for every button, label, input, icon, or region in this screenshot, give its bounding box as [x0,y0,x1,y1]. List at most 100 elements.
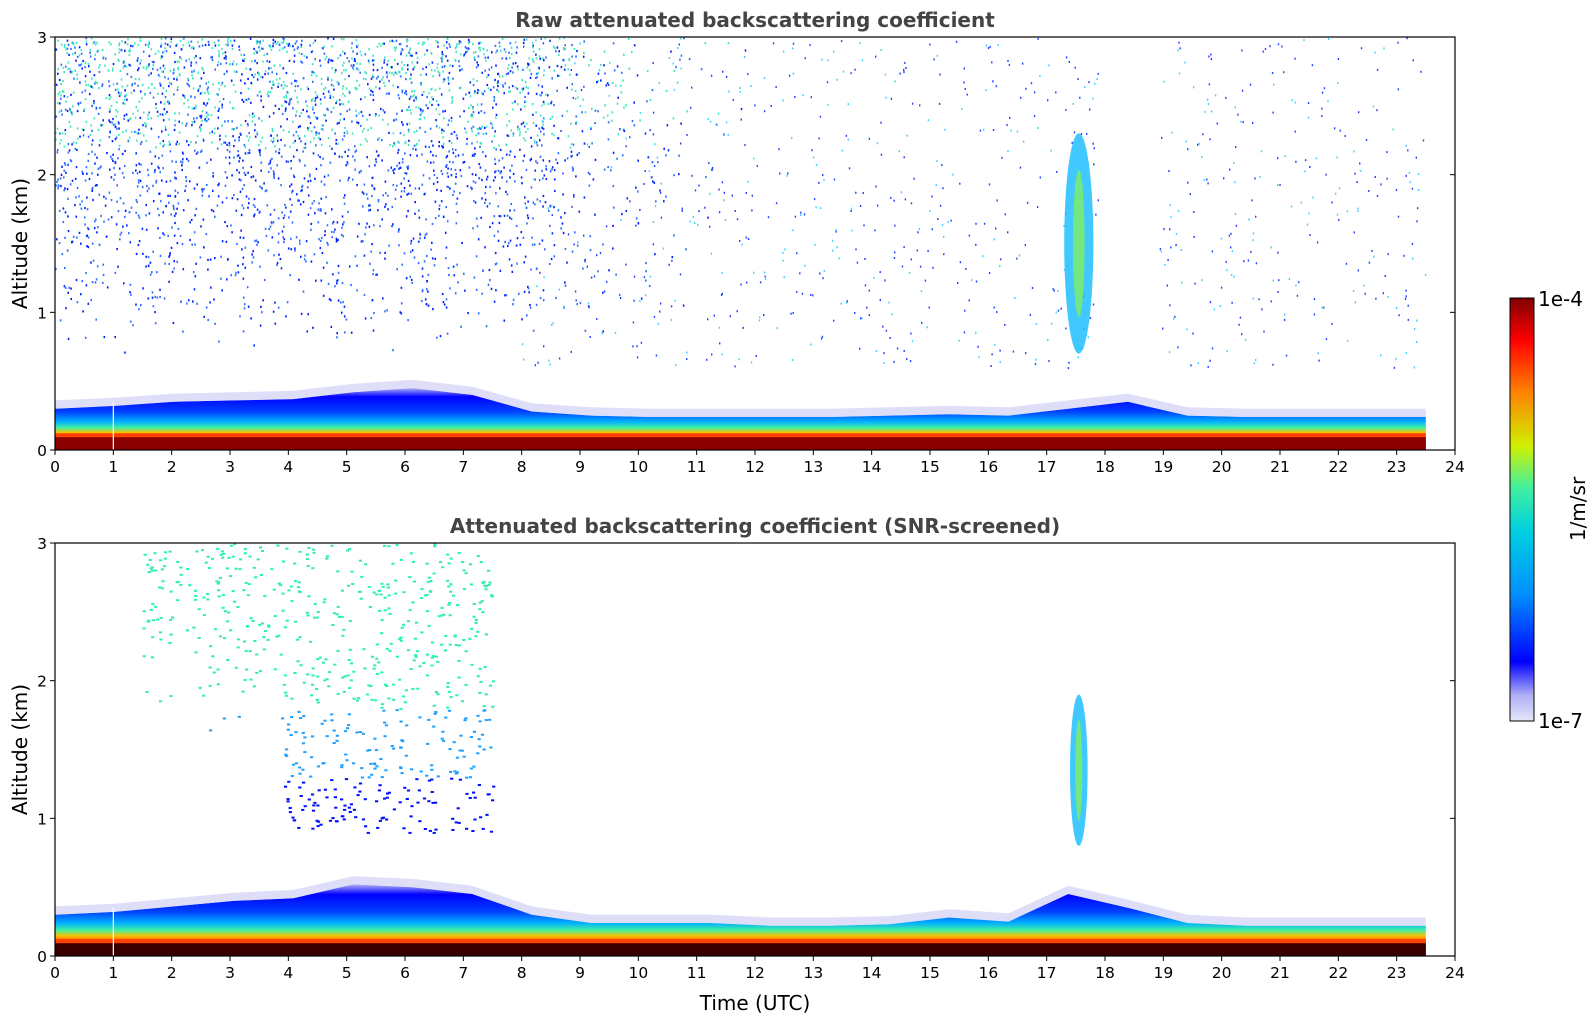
signal-speckle [182,330,184,333]
signal-speckle [810,293,812,296]
signal-speckle [876,204,879,207]
signal-speckle [344,78,346,81]
signal-speckle [529,303,531,307]
signal-speckle [150,569,154,572]
signal-speckle [723,191,725,194]
signal-speckle [351,762,356,765]
signal-speckle [201,110,204,113]
signal-speckle [195,262,197,265]
signal-speckle [1093,147,1095,150]
signal-speckle [427,779,431,782]
signal-speckle [294,247,296,250]
signal-speckle [475,66,478,69]
signal-speckle [916,249,918,252]
signal-speckle [310,260,313,263]
signal-speckle [1309,166,1311,168]
signal-speckle [423,90,425,94]
signal-speckle [296,193,298,196]
signal-speckle [55,184,57,187]
signal-speckle [258,211,261,214]
signal-speckle [251,261,253,264]
signal-speckle [437,615,441,618]
signal-speckle [134,82,136,85]
signal-speckle [207,118,210,121]
signal-speckle [159,700,163,703]
signal-speckle [217,61,220,64]
signal-speckle [637,222,640,225]
signal-speckle [539,139,541,142]
signal-speckle [435,154,437,157]
signal-speckle [509,209,511,212]
signal-speckle [139,39,142,42]
signal-speckle [497,72,499,75]
signal-speckle [348,265,351,268]
signal-speckle [399,720,403,723]
signal-speckle [487,74,490,77]
signal-speckle [497,80,499,83]
signal-speckle [316,765,321,768]
signal-speckle [1384,275,1386,277]
signal-speckle [167,194,169,197]
signal-speckle [407,620,411,623]
signal-speckle [252,203,255,207]
signal-speckle [564,47,567,50]
signal-speckle [384,205,386,208]
signal-speckle [177,86,179,89]
signal-speckle [792,229,794,232]
signal-speckle [137,214,140,217]
signal-speckle [118,127,120,130]
signal-speckle [717,112,720,115]
signal-speckle [1321,107,1323,110]
signal-speckle [67,291,69,294]
signal-speckle [375,85,377,89]
signal-speckle [906,358,908,361]
signal-speckle [205,104,207,107]
signal-speckle [442,110,444,113]
signal-speckle [1177,49,1179,52]
signal-speckle [207,258,209,261]
signal-speckle [647,156,650,159]
signal-speckle [168,81,171,84]
signal-speckle [75,59,77,62]
signal-speckle [243,303,246,306]
signal-speckle [217,581,221,584]
signal-speckle [299,717,303,720]
signal-speckle [1170,216,1172,219]
signal-speckle [604,72,606,75]
signal-speckle [804,57,806,60]
signal-speckle [221,606,225,609]
signal-speckle [149,608,153,611]
signal-speckle [535,76,537,80]
signal-speckle [124,49,126,52]
signal-speckle [433,169,435,172]
signal-speckle [418,820,422,823]
signal-speckle [154,569,158,572]
signal-speckle [198,88,200,91]
signal-speckle [385,685,389,687]
signal-speckle [195,55,197,58]
signal-speckle [861,317,863,320]
signal-speckle [598,69,601,72]
signal-speckle [729,315,731,318]
signal-speckle [185,185,187,188]
signal-speckle [528,63,531,66]
signal-speckle [498,41,501,44]
signal-speckle [120,78,123,81]
signal-speckle [231,120,233,123]
signal-speckle [286,118,288,121]
signal-speckle [313,801,317,804]
signal-speckle [1339,129,1341,132]
signal-speckle [398,801,402,804]
signal-speckle [356,289,358,292]
signal-speckle [453,274,456,277]
signal-speckle [328,819,333,822]
signal-speckle [159,67,162,70]
signal-speckle [61,132,64,135]
signal-speckle [1210,110,1213,113]
signal-speckle [501,37,504,40]
signal-speckle [523,38,526,41]
signal-speckle [409,184,411,187]
signal-speckle [305,100,307,103]
signal-speckle [282,41,285,44]
signal-speckle [645,270,647,273]
